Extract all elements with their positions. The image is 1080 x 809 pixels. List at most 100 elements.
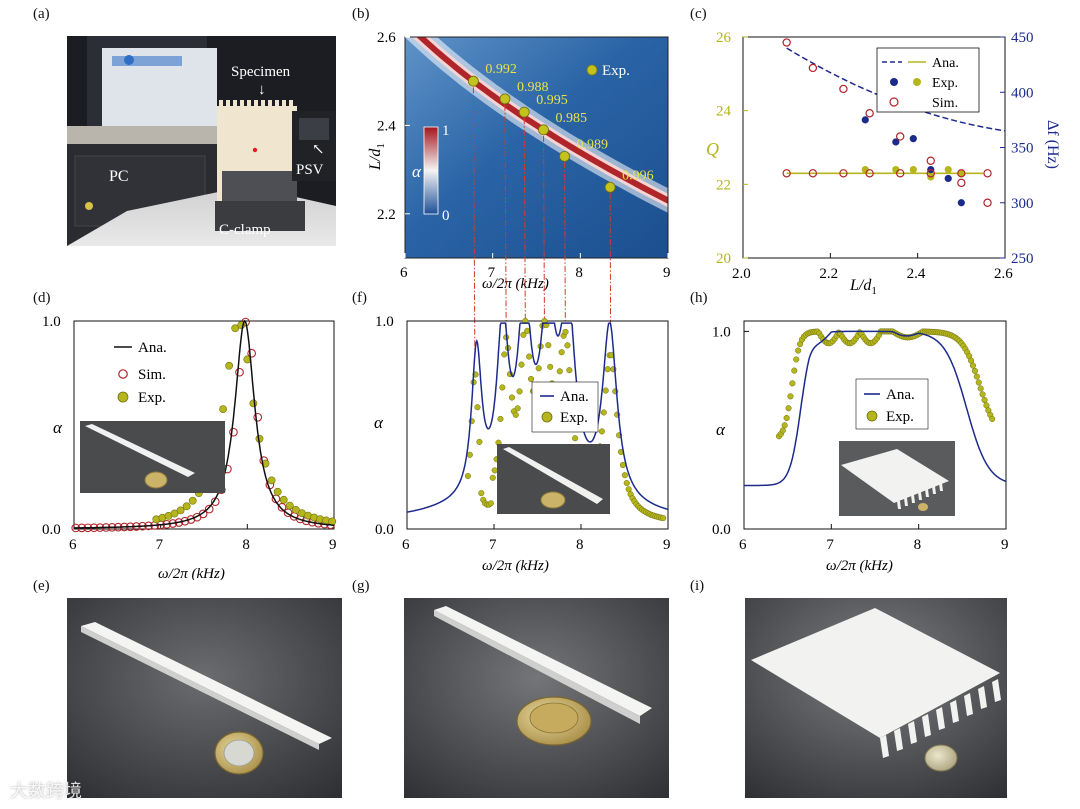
c-legend-ana: Ana.: [932, 56, 959, 71]
d-ticks-x-6: 6: [69, 537, 77, 553]
d-legend-exp: Exp.: [138, 390, 166, 406]
c-legend-sim: Sim.: [932, 96, 958, 111]
q-deltaf-chart: 2.0 2.2 2.4 2.6 20 22 24 26 250 300 350 400 450 Ana.…: [706, 30, 1061, 297]
pc-label: PC: [109, 168, 129, 185]
c-exp-left-point-4: [944, 166, 952, 174]
f-ticks-x-9: 9: [663, 537, 671, 553]
d-exp-point: [328, 517, 337, 526]
c-exp-left-point-5: [957, 169, 965, 177]
panel-label-f: (f): [352, 290, 367, 306]
f-exp-point: [499, 384, 506, 391]
c-ltick-0: 20: [716, 251, 731, 267]
c-legend: Ana. Exp. Sim.: [876, 47, 980, 113]
f-exp-point: [545, 342, 552, 349]
panel-label-d: (d): [33, 290, 51, 306]
f-ylabel: α: [374, 413, 384, 432]
d-legend-sim: Sim.: [138, 367, 166, 383]
c-xtick-2: 2.4: [907, 266, 926, 282]
panel-label-a: (a): [33, 6, 50, 22]
c-sim-right-point-1: [808, 63, 818, 73]
panel-label-b: (b): [352, 6, 370, 22]
h-ana-line: [744, 330, 1007, 487]
b-point-label-1: 0.988: [517, 80, 549, 95]
photo-i: [745, 598, 1007, 798]
panel-label-g: (g): [352, 578, 370, 594]
c-sim-left-point-0: [782, 169, 791, 178]
b-ytick-1: 2.4: [377, 118, 396, 134]
d-exp-point: [176, 506, 185, 515]
h-legend-exp: Exp.: [886, 409, 914, 425]
c-rtick-0: 250: [1011, 251, 1034, 267]
b-xtick-7: 7: [488, 265, 496, 281]
c-xtick-1: 2.2: [819, 266, 838, 282]
inset-photo-d: [80, 421, 225, 493]
b-ylabel: L/d1: [367, 143, 387, 171]
c-rtick-2: 350: [1011, 141, 1034, 157]
c-sim-left-point-5: [926, 169, 935, 178]
h-ticks-y-0: 0.0: [712, 522, 731, 538]
c-sim-right-point-3: [865, 109, 874, 118]
specimen-label: Specimen: [231, 64, 291, 80]
b-xtick-9: 9: [663, 265, 671, 281]
f-ticks-x-6: 6: [402, 537, 410, 553]
c-xtick-3: 2.6: [994, 266, 1013, 282]
d-exp-point: [182, 502, 191, 511]
absorption-chart-h: 6 7 8 9 0.0 1.0 Ana. Exp. α ω/2π (kHz): [712, 320, 1009, 574]
c-exp-right-point-0: [861, 116, 869, 124]
d-ylabel: α: [53, 418, 63, 437]
d-ticks-x-9: 9: [329, 537, 337, 553]
d-exp-point: [285, 501, 294, 510]
b-xlabel: ω/2π (kHz): [482, 276, 549, 292]
f-exp-point: [464, 472, 471, 480]
c-sim-right-point-0: [782, 38, 791, 47]
f-exp-point: [535, 365, 542, 372]
panel-label-h: (h): [690, 290, 708, 306]
inset-photo-f: [497, 444, 610, 514]
watermark-text: 大数跨境: [10, 781, 82, 802]
d-xlabel: ω/2π (kHz): [158, 566, 225, 580]
h-ticks-x-8: 8: [914, 537, 922, 553]
legend-exp-marker: [586, 64, 598, 76]
h-legend: Ana. Exp.: [855, 378, 929, 430]
h-exp-point: [975, 379, 982, 386]
h-exp-point: [787, 393, 794, 400]
d-ticks-x-7: 7: [156, 537, 164, 553]
f-legend: Ana. Exp.: [531, 381, 599, 433]
c-sim-right-point-7: [983, 198, 992, 207]
c-sim-right-point-4: [895, 132, 905, 141]
d-exp-point: [170, 509, 179, 518]
photo-e: [67, 598, 342, 798]
b-point-2: [518, 106, 530, 118]
d-exp-point: [249, 399, 258, 408]
h-exp-point: [795, 347, 802, 354]
h-exp-point: [971, 367, 978, 374]
colorbar-max: 1: [442, 123, 450, 139]
d-legend: Ana. Sim. Exp.: [114, 340, 167, 406]
h-exp-point: [783, 414, 790, 422]
b-point-label-3: 0.985: [556, 111, 588, 126]
d-sim-point: [277, 502, 287, 512]
f-exp-point: [562, 328, 569, 335]
f-legend-exp: Exp.: [560, 410, 588, 426]
f-exp-point: [520, 331, 527, 338]
h-ticks-x-6: 6: [739, 537, 747, 553]
c-sim-right-point-5: [926, 156, 935, 165]
colorbar: [423, 126, 439, 215]
h-exp-point: [791, 367, 798, 374]
c-ltick-3: 26: [716, 30, 732, 46]
c-sim-left-point-6: [957, 169, 966, 178]
b-xtick-6: 6: [400, 265, 408, 281]
h-ticks-y-1: 1.0: [712, 324, 731, 340]
d-exp-point: [225, 361, 234, 370]
h-exp-point: [785, 405, 792, 412]
h-ylabel: α: [716, 420, 726, 439]
c-sim-left-point-4: [895, 169, 905, 178]
h-ticks-x-7: 7: [826, 537, 834, 553]
h-exp-point: [793, 356, 800, 363]
b-point-4: [559, 150, 570, 162]
d-exp-point: [279, 495, 288, 504]
legend-exp-label: Exp.: [602, 63, 630, 79]
f-exp-point: [516, 388, 523, 395]
f-exp-point: [564, 342, 571, 349]
f-ticks-x-7: 7: [489, 537, 497, 553]
